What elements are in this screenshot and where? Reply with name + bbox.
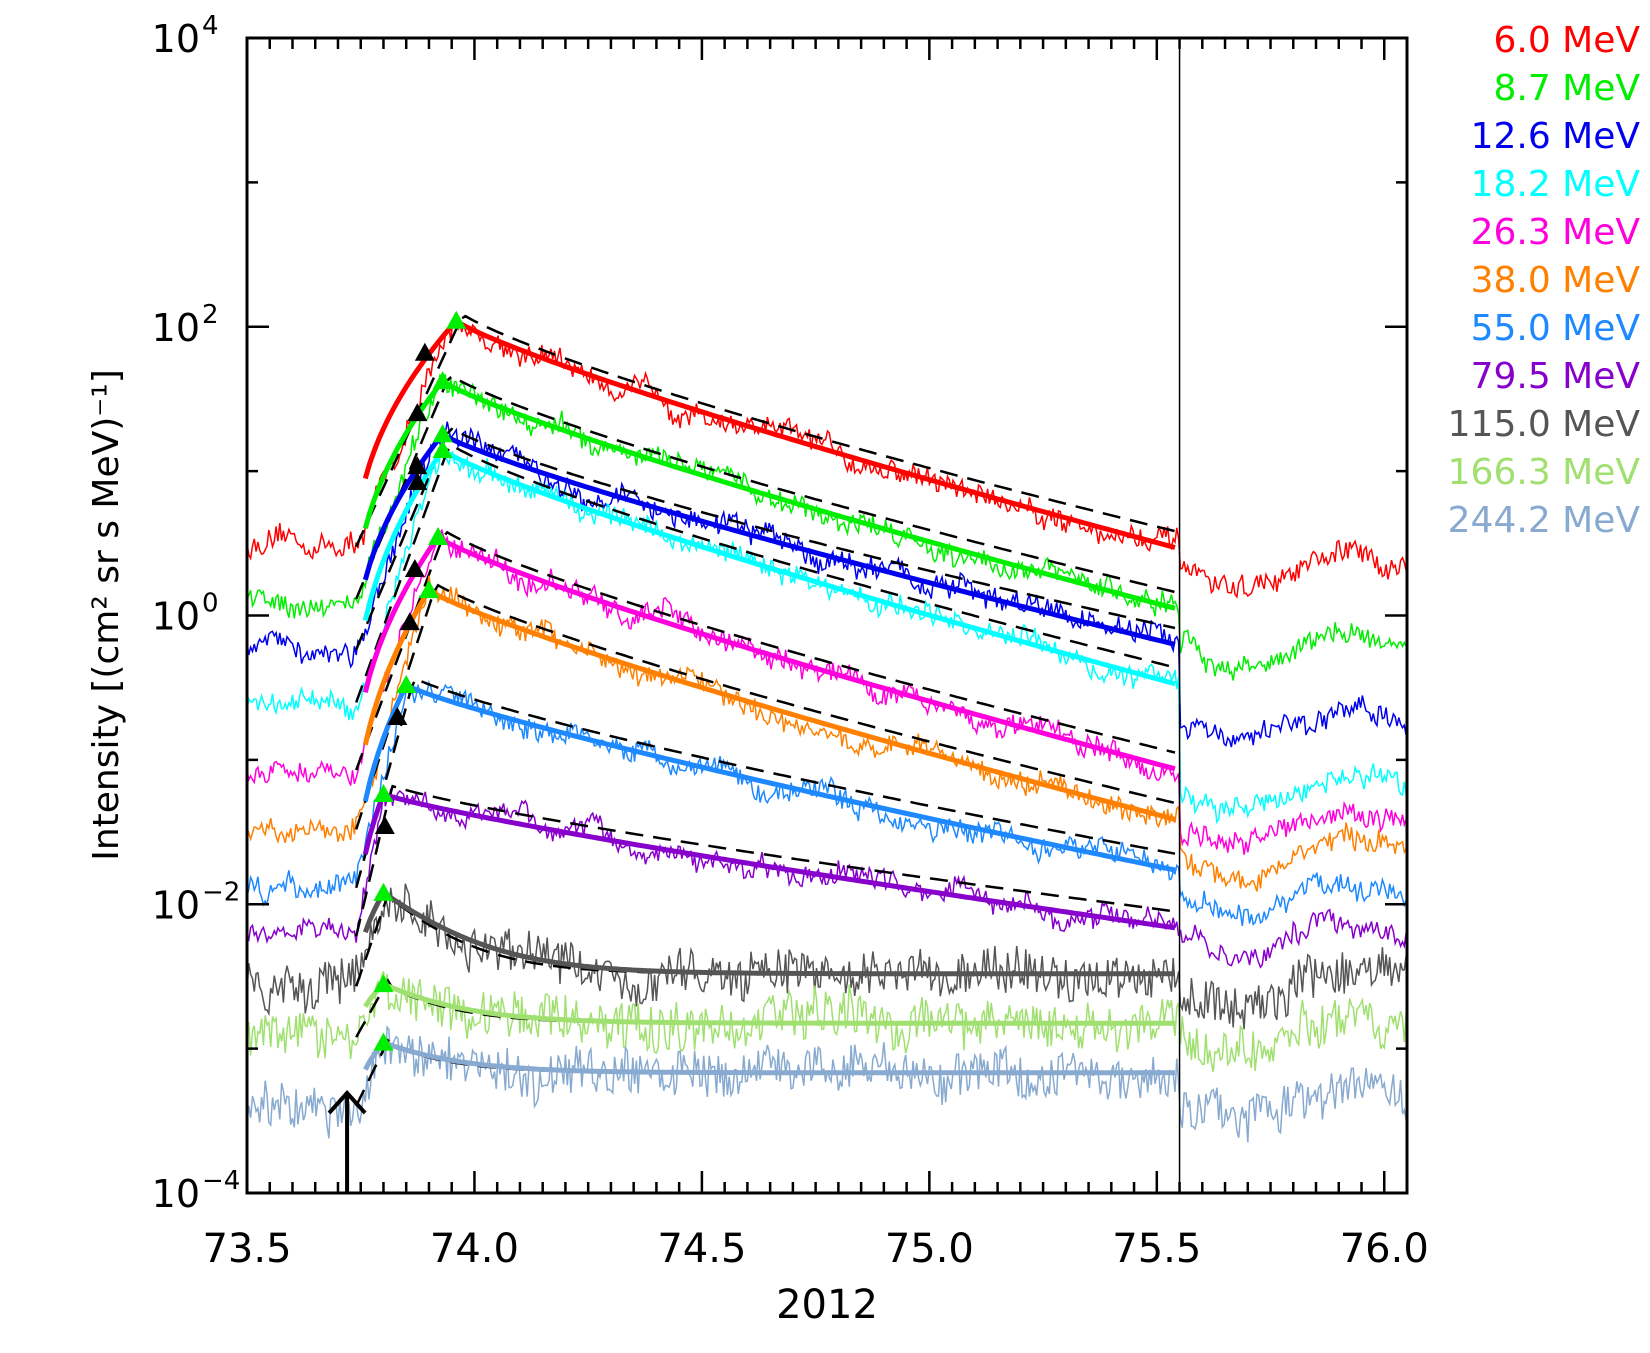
y-tick-label: 10 — [152, 306, 200, 350]
legend-entry-7: 79.5 MeV — [1471, 356, 1641, 397]
series-4-fit-dashed — [355, 530, 1176, 771]
series-10-peak-marker — [373, 1032, 394, 1051]
series-7-onset-marker — [374, 816, 395, 835]
series-3-peak-marker — [432, 440, 453, 459]
onset-arrow-head — [327, 1090, 367, 1115]
x-tick-labels: 73.5 74.0 74.5 75.0 75.5 76.0 — [202, 1226, 1428, 1272]
series-3-model — [362, 446, 1176, 687]
y-tick-label-exponent: −2 — [202, 877, 240, 907]
series-1-onset-marker — [407, 403, 428, 422]
series-7 — [247, 784, 1407, 969]
series-4-onset-marker — [404, 558, 425, 577]
series-8-model — [362, 889, 1175, 977]
series-0-peak-marker — [446, 310, 467, 329]
y-tick-label-exponent: 2 — [202, 300, 219, 330]
series-layer — [247, 314, 1407, 1143]
legend-entry-10: 244.2 MeV — [1448, 500, 1641, 541]
series-5-onset-marker — [399, 612, 420, 631]
series-5-peak-marker — [418, 580, 439, 599]
y-tick-label: 10 — [152, 883, 200, 927]
series-0 — [247, 314, 1407, 599]
series-9-model — [363, 981, 1175, 1026]
series-2-fit-dashed — [355, 427, 1176, 651]
series-0-observed — [247, 315, 1407, 599]
series-0-model — [362, 317, 1176, 550]
series-10-observed — [247, 1025, 1407, 1143]
series-7-model — [362, 790, 1176, 931]
x-tick-label: 74.0 — [430, 1226, 519, 1272]
series-4-peak-marker — [428, 526, 449, 545]
y-axis-label: Intensity [(cm² sr s MeV)⁻¹] — [86, 369, 127, 861]
axis-ticks — [245, 36, 1409, 1195]
series-7-fit-dashed — [354, 784, 1176, 937]
y-tick-label-exponent: 4 — [202, 11, 219, 41]
series-9 — [247, 971, 1407, 1073]
series-7-observed — [247, 787, 1407, 969]
x-tick-label: 74.5 — [657, 1226, 746, 1272]
series-10-model — [363, 1039, 1175, 1076]
series-0-onset-marker — [414, 342, 435, 361]
series-8 — [247, 883, 1407, 1030]
series-9-observed — [247, 971, 1407, 1073]
series-6-peak-marker — [396, 675, 417, 694]
legend-entry-5: 38.0 MeV — [1471, 260, 1641, 301]
series-1-fit-dashed — [355, 374, 1176, 600]
series-2-peak-marker — [432, 424, 453, 443]
x-axis-label: 2012 — [776, 1282, 878, 1328]
x-tick-label: 75.0 — [885, 1226, 974, 1272]
legend-entry-9: 166.3 MeV — [1448, 452, 1641, 493]
series-8-observed — [247, 883, 1407, 1030]
y-tick-label-exponent: −4 — [202, 1166, 240, 1196]
legend-entry-4: 26.3 MeV — [1471, 212, 1641, 253]
series-2-model — [362, 431, 1176, 647]
legend-entry-2: 12.6 MeV — [1471, 116, 1641, 157]
legend-entry-3: 18.2 MeV — [1471, 164, 1641, 205]
y-tick-label: 10 — [152, 17, 200, 61]
series-2-onset-marker — [407, 456, 428, 475]
y-tick-label-exponent: 0 — [202, 589, 219, 619]
series-0-fit-dashed — [355, 314, 1176, 548]
x-tick-label: 75.5 — [1112, 1226, 1201, 1272]
series-1-peak-marker — [432, 371, 453, 390]
x-tick-label: 73.5 — [202, 1226, 291, 1272]
series-7-peak-marker — [373, 784, 394, 803]
series-4-model — [362, 533, 1176, 772]
legend-entry-0: 6.0 MeV — [1493, 20, 1640, 61]
legend-entry-6: 55.0 MeV — [1471, 308, 1641, 349]
legend-entry-1: 8.7 MeV — [1493, 68, 1640, 109]
legend: 6.0 MeV 8.7 MeV 12.6 MeV 18.2 MeV 26.3 MeV 38… — [1448, 20, 1641, 541]
y-tick-label: 10 — [152, 595, 200, 639]
series-5 — [247, 575, 1407, 892]
x-tick-label: 76.0 — [1340, 1226, 1429, 1272]
legend-entry-8: 115.0 MeV — [1448, 404, 1641, 445]
series-5-fit-dashed — [355, 583, 1176, 830]
series-3-observed — [247, 450, 1407, 825]
series-3-onset-marker — [407, 472, 428, 491]
peak-marker-layer — [373, 310, 467, 1051]
series-6-observed — [247, 680, 1407, 927]
series-8-peak-marker — [373, 882, 394, 901]
series-5-model — [362, 586, 1176, 822]
series-6 — [247, 677, 1407, 927]
series-6-onset-marker — [387, 707, 408, 726]
series-3-fit-dashed — [355, 443, 1176, 703]
series-10 — [247, 1025, 1407, 1143]
series-9-peak-marker — [373, 974, 394, 993]
series-6-model — [362, 681, 1176, 873]
onset-arrow — [327, 1090, 367, 1193]
y-tick-label: 10 — [152, 1172, 200, 1216]
series-1-model — [362, 377, 1176, 611]
